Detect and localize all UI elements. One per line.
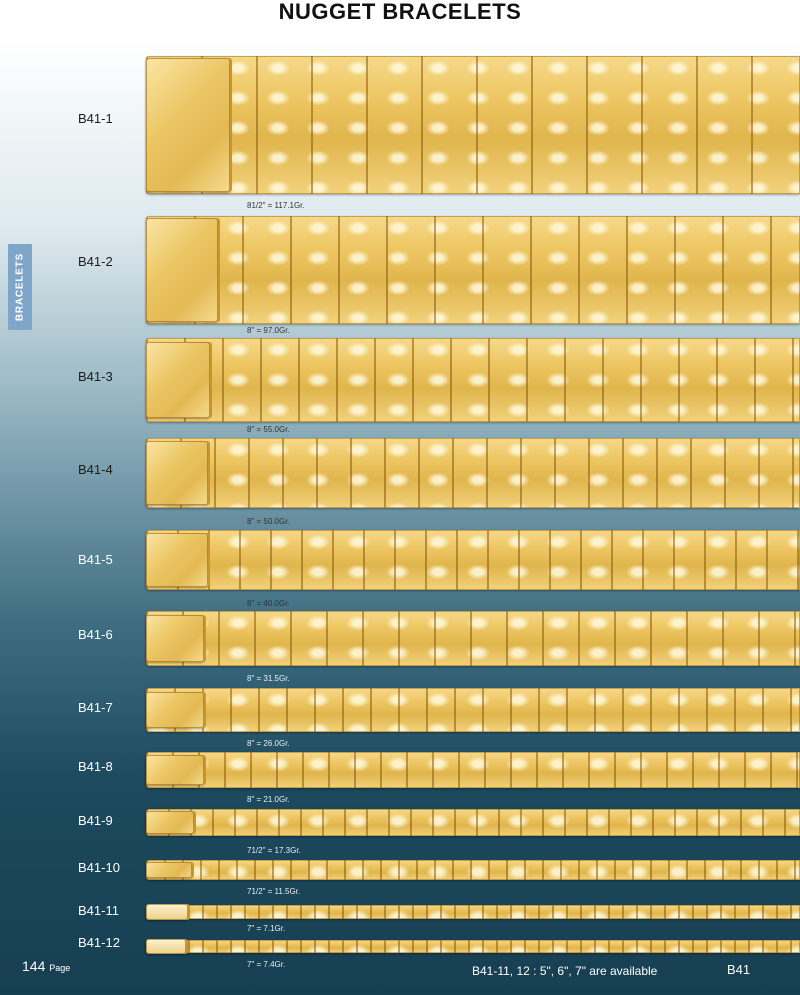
item-code: B41-6 (78, 627, 113, 642)
item-weight: 8" = 31.5Gr. (247, 674, 290, 683)
item-code: B41-11 (78, 903, 119, 918)
clasp-b41-3 (146, 342, 210, 418)
page-number: 144 Page (22, 958, 70, 974)
section-tab[interactable]: BRACELETS (8, 244, 32, 330)
item-weight: 8" = 26.0Gr. (247, 739, 290, 748)
item-weight: 8" = 97.0Gr. (247, 326, 290, 335)
clasp-b41-11 (146, 904, 188, 920)
page-word: Page (49, 963, 71, 973)
clasp-b41-4 (146, 441, 208, 505)
bracelet-image-b41-1 (146, 56, 800, 194)
clasp-b41-8 (146, 755, 204, 785)
clasp-b41-1 (146, 58, 230, 192)
clasp-b41-12 (146, 939, 186, 954)
item-weight: 7" = 7.1Gr. (247, 924, 286, 933)
bracelet-image-b41-6 (146, 611, 800, 666)
item-weight: 7" = 7.4Gr. (247, 960, 286, 969)
item-code: B41-12 (78, 935, 120, 950)
page-title: NUGGET BRACELETS (278, 0, 522, 24)
item-code: B41-9 (78, 813, 113, 828)
item-code: B41-5 (78, 552, 113, 567)
bracelet-image-b41-3 (146, 338, 800, 422)
clasp-b41-2 (146, 218, 218, 322)
item-weight: 81/2" = 117.1Gr. (247, 201, 305, 210)
bracelet-image-b41-4 (146, 438, 800, 508)
section-tab-label: BRACELETS (14, 252, 26, 322)
clasp-b41-9 (146, 811, 194, 834)
bracelet-image-b41-12 (146, 940, 800, 953)
bracelet-image-b41-10 (146, 860, 800, 880)
bracelet-image-b41-7 (146, 688, 800, 732)
clasp-b41-7 (146, 692, 204, 728)
item-weight: 8" = 40.0Gr. (247, 599, 290, 608)
item-code: B41-10 (78, 860, 120, 875)
item-weight: 71/2" = 17.3Gr. (247, 846, 301, 855)
item-code: B41-2 (78, 254, 113, 269)
item-code: B41-7 (78, 700, 113, 715)
item-weight: 8" = 55.0Gr. (247, 425, 290, 434)
bracelet-image-b41-8 (146, 752, 800, 788)
item-weight: 8" = 50.0Gr. (247, 517, 290, 526)
clasp-b41-5 (146, 533, 208, 587)
bracelet-image-b41-9 (146, 809, 800, 836)
item-code: B41-8 (78, 759, 113, 774)
bracelet-image-b41-11 (146, 905, 800, 919)
item-weight: 71/2" = 11.5Gr. (247, 887, 301, 896)
bracelet-image-b41-2 (146, 216, 800, 324)
availability-note: B41-11, 12 : 5", 6", 7" are available (472, 964, 658, 978)
clasp-b41-10 (146, 862, 192, 878)
item-code: B41-1 (78, 111, 113, 126)
bracelet-image-b41-5 (146, 530, 800, 590)
section-code: B41 (727, 962, 751, 977)
clasp-b41-6 (146, 615, 204, 662)
item-code: B41-4 (78, 462, 113, 477)
page-number-value: 144 (22, 958, 46, 974)
item-weight: 8" = 21.0Gr. (247, 795, 290, 804)
item-code: B41-3 (78, 369, 113, 384)
